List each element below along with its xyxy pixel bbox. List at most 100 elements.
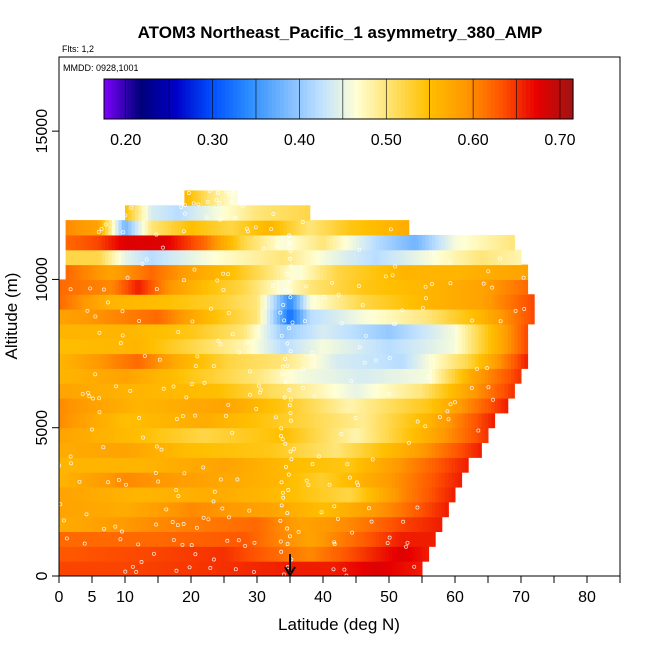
heatmap-cell (464, 264, 469, 280)
heatmap-cell (484, 338, 489, 355)
heatmap-cell (488, 383, 492, 399)
heatmap-cell (299, 279, 304, 295)
heatmap-cell (233, 338, 238, 355)
heatmap-cell (356, 561, 360, 577)
heatmap-cell (336, 294, 340, 310)
heatmap-cell (478, 234, 482, 251)
heatmap-cell (501, 368, 505, 384)
heatmap-cell (389, 249, 393, 266)
track-point (370, 457, 375, 462)
track-point (331, 567, 336, 572)
heatmap-cell (161, 249, 166, 266)
heatmap-cell (425, 249, 430, 266)
heatmap-cell (237, 205, 241, 221)
heatmap-cell (323, 220, 327, 236)
heatmap-cell (379, 412, 383, 429)
heatmap-cell (72, 457, 76, 473)
heatmap-cell (191, 190, 195, 206)
heatmap-cell (62, 323, 67, 340)
heatmap-cell (158, 412, 162, 429)
heatmap-cell (372, 338, 377, 355)
heatmap-cell (352, 427, 357, 444)
heatmap-cell (72, 249, 76, 266)
chart-title: ATOM3 Northeast_Pacific_1 asymmetry_380_… (138, 23, 543, 42)
track-point (137, 318, 142, 323)
heatmap-cell (481, 279, 486, 295)
heatmap-cell (154, 309, 159, 325)
heatmap-cell (167, 398, 172, 414)
heatmap-cell (233, 294, 238, 310)
track-point (362, 360, 367, 365)
heatmap-cell (111, 338, 116, 355)
track-point (175, 417, 179, 421)
heatmap-cell (95, 220, 100, 236)
heatmap-cell (250, 205, 255, 221)
heatmap-cell (200, 531, 205, 547)
heatmap-cell (233, 457, 238, 473)
heatmap-cell (362, 457, 367, 473)
heatmap-cell (191, 353, 195, 369)
heatmap-cell (392, 561, 397, 577)
heatmap-cell (372, 501, 377, 518)
heatmap-cell (253, 501, 258, 518)
heatmap-cell (422, 501, 426, 518)
heatmap-cell (158, 531, 162, 547)
heatmap-cell (313, 368, 317, 384)
heatmap-cell (187, 205, 192, 221)
heatmap-cell (95, 323, 100, 340)
heatmap-cell (336, 249, 340, 266)
heatmap-cell (306, 487, 311, 503)
heatmap-cell (131, 309, 136, 325)
heatmap-cell (369, 442, 373, 458)
heatmap-cell (72, 368, 76, 384)
heatmap-cell (389, 412, 393, 429)
heatmap-cell (177, 427, 182, 444)
heatmap-cell (204, 398, 208, 414)
heatmap-cell (385, 412, 390, 429)
heatmap-cell (474, 383, 479, 399)
track-point (387, 392, 392, 396)
heatmap-cell (111, 487, 116, 503)
heatmap-cell (220, 412, 225, 429)
track-point (279, 426, 284, 431)
heatmap-cell (280, 487, 284, 503)
heatmap-cell (164, 383, 169, 399)
heatmap-cell (484, 279, 489, 295)
heatmap-cell (303, 353, 307, 369)
heatmap-cell (72, 516, 76, 533)
colorbar-swatch (432, 79, 437, 119)
heatmap-cell (115, 264, 119, 280)
heatmap-cell (524, 338, 529, 355)
heatmap-cell (332, 383, 337, 399)
track-point (123, 569, 128, 574)
heatmap-cell (504, 398, 509, 414)
heatmap-cell (227, 487, 232, 503)
heatmap-cell (316, 264, 321, 280)
track-point (182, 471, 187, 476)
heatmap-cell (131, 279, 136, 295)
colorbar-swatch (420, 79, 426, 119)
heatmap-cell (82, 412, 86, 429)
heatmap-cell (121, 427, 126, 444)
heatmap-cell (184, 457, 189, 473)
heatmap-cell (283, 487, 288, 503)
heatmap-cell (138, 531, 142, 547)
heatmap-cell (313, 264, 317, 280)
heatmap-cell (237, 457, 241, 473)
heatmap-cell (365, 249, 370, 266)
heatmap-cell (204, 323, 208, 340)
heatmap-cell (82, 353, 86, 369)
heatmap-cell (415, 546, 420, 562)
heatmap-cell (290, 531, 294, 547)
heatmap-cell (441, 309, 446, 325)
track-point (288, 449, 293, 454)
heatmap-cell (177, 234, 182, 251)
heatmap-cell (98, 338, 103, 355)
track-point (283, 464, 288, 469)
heatmap-cell (204, 249, 208, 266)
heatmap-cell (342, 561, 347, 577)
heatmap-cell (59, 427, 63, 444)
heatmap-cell (191, 531, 195, 547)
track-point (236, 538, 241, 543)
heatmap-cell (237, 442, 241, 458)
